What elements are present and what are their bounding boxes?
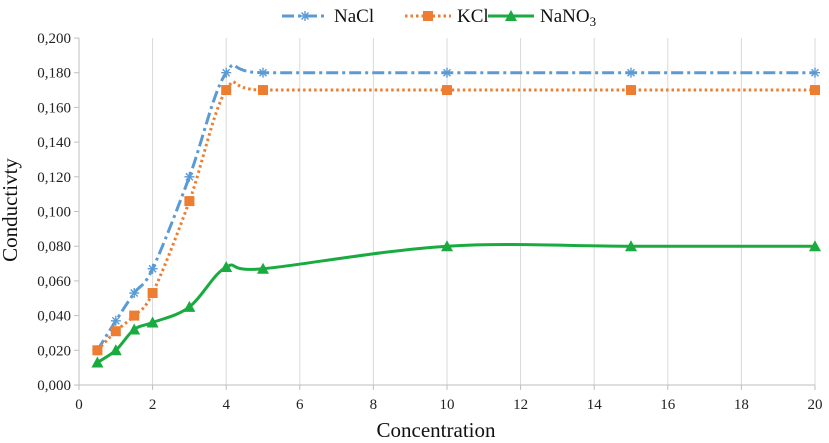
x-tick-label: 14	[587, 397, 603, 413]
legend-marker	[423, 11, 433, 21]
x-axis-title: Concentration	[377, 418, 496, 442]
y-tick-label: 0,000	[37, 378, 71, 394]
data-point-nacl	[258, 67, 268, 78]
data-point-kcl	[258, 85, 268, 96]
data-point-kcl	[110, 326, 121, 337]
data-point-nano	[109, 344, 122, 356]
legend-label: NaNO3	[540, 6, 596, 29]
data-point-nano	[220, 261, 233, 273]
data-point-nano	[441, 240, 453, 252]
y-tick-label: 0,040	[37, 309, 71, 325]
data-point-nacl	[810, 67, 820, 78]
data-point-nano	[625, 240, 637, 252]
series-nacl	[92, 63, 820, 356]
legend-entry-nano: NaNO3	[488, 6, 596, 29]
x-tick-label: 2	[149, 397, 157, 413]
data-point-kcl	[626, 85, 636, 96]
data-point-nacl	[221, 67, 232, 78]
series-nano	[91, 240, 821, 368]
y-tick-label: 0,140	[37, 135, 71, 151]
data-point-nano	[257, 262, 269, 274]
data-point-nano	[91, 356, 104, 368]
legend-marker	[505, 10, 517, 21]
series-kcl	[92, 80, 820, 356]
data-point-nano	[809, 240, 821, 252]
series-group	[91, 63, 821, 368]
series-line-kcl	[96, 80, 815, 352]
x-tick-label: 16	[660, 397, 676, 413]
legend-marker	[300, 11, 310, 21]
data-point-kcl	[810, 85, 820, 96]
y-tick-label: 0,200	[37, 31, 71, 47]
data-point-nano	[128, 323, 141, 335]
legend-label: NaCl	[334, 6, 374, 27]
y-tick-label: 0,080	[37, 239, 71, 255]
data-point-nano	[146, 316, 159, 328]
x-tick-label: 10	[440, 397, 455, 413]
x-tick-label: 4	[222, 397, 230, 413]
series-line-nacl	[96, 63, 815, 352]
series-line-nano	[96, 243, 815, 364]
y-tick-label: 0,120	[37, 170, 71, 186]
y-axis-title: Conductivty	[0, 158, 22, 262]
legend-entry-kcl: KCl	[405, 6, 489, 27]
data-point-nacl	[129, 288, 140, 299]
axes: 0,000 0,020 0,040 0,060 0,080 0,100 0,120 0,140…	[37, 31, 822, 413]
y-tick-label: 0,160	[37, 100, 71, 116]
y-tick-label: 0,100	[37, 205, 71, 221]
y-tick-label: 0,060	[37, 274, 71, 290]
data-point-nano	[183, 300, 196, 312]
x-tick-label: 18	[734, 397, 749, 413]
y-tick-label: 0,020	[37, 343, 71, 359]
data-point-nacl	[184, 171, 195, 182]
data-point-kcl	[129, 310, 140, 321]
legend-entry-nacl: NaCl	[282, 6, 374, 27]
grid-lines	[152, 38, 816, 385]
data-point-kcl	[147, 288, 158, 299]
x-tick-label: 0	[75, 397, 83, 413]
x-tick-label: 6	[296, 397, 304, 413]
data-point-nacl	[626, 67, 636, 78]
data-point-kcl	[442, 85, 452, 96]
data-point-nacl	[442, 67, 452, 78]
x-tick-label: 20	[808, 397, 823, 413]
legend: NaCl KCl NaNO3	[282, 6, 596, 29]
y-tick-label: 0,180	[37, 66, 71, 82]
x-tick-label: 12	[513, 397, 528, 413]
data-point-kcl	[221, 85, 232, 96]
x-tick-label: 8	[370, 397, 378, 413]
data-point-kcl	[184, 196, 195, 207]
legend-label: KCl	[457, 6, 489, 27]
data-point-nacl	[110, 315, 121, 326]
data-point-nacl	[147, 263, 158, 274]
data-point-kcl	[92, 345, 103, 356]
